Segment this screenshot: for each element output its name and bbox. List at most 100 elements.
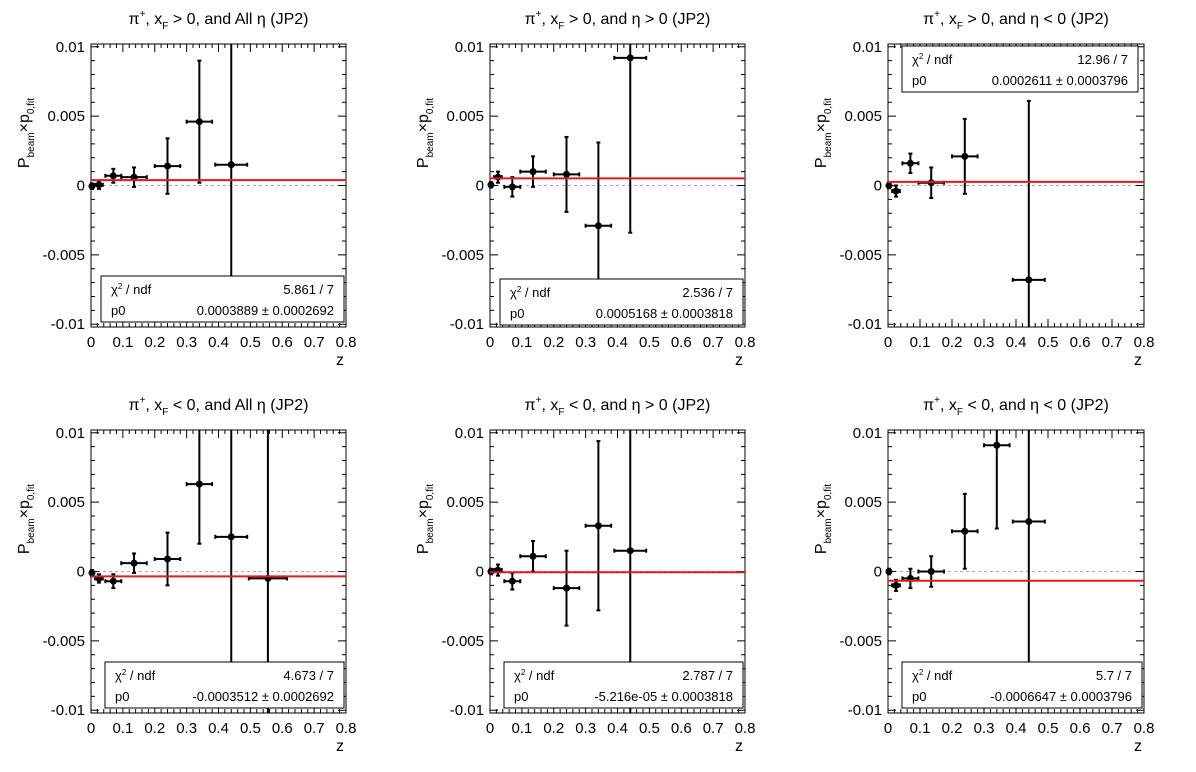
- y-tick-label: 0.005: [446, 494, 484, 511]
- y-axis-label: Pbeam×p0,fit: [813, 98, 834, 168]
- chi2-symbol: χ: [912, 52, 919, 67]
- data-point: [120, 166, 148, 188]
- chi2-label: χ2 / ndf: [510, 285, 551, 300]
- y-tick-label: -0.005: [441, 247, 484, 264]
- x-tick-label: 0.8: [336, 334, 357, 351]
- y-tick-label: -0.005: [42, 247, 85, 264]
- p0-label: p0: [514, 689, 528, 704]
- title-part: , x: [145, 11, 162, 28]
- x-tick-label: 0.2: [543, 334, 564, 351]
- chi2-text: / ndf: [521, 285, 550, 300]
- point-marker: [529, 552, 537, 560]
- chi2-symbol: χ: [111, 282, 118, 297]
- stats-box-frame: [499, 278, 744, 326]
- chi2-sup: 2: [122, 668, 127, 677]
- ylabel-part: ×p: [16, 500, 33, 518]
- data-point: [493, 563, 503, 577]
- y-tick-label: -0.005: [839, 633, 882, 650]
- point-marker: [529, 168, 537, 176]
- chi2-text: / ndf: [122, 282, 151, 297]
- title-sub: F: [558, 21, 564, 32]
- chi2-value: 5.861 / 7: [283, 282, 334, 297]
- chi2-value: 2.787 / 7: [682, 668, 733, 683]
- p0-label: p0: [912, 73, 926, 88]
- title-sub: F: [162, 407, 168, 418]
- p0-value: -5.216e-05 ± 0.0003818: [594, 689, 733, 704]
- chi2-text: / ndf: [923, 668, 952, 683]
- x-tick-label: 0.2: [144, 334, 165, 351]
- point-marker: [961, 152, 969, 160]
- title-part: , x: [542, 11, 559, 28]
- title-sup: +: [536, 395, 542, 406]
- ylabel-part: P: [16, 543, 33, 554]
- y-axis-label: Pbeam×p0,fit: [16, 484, 37, 554]
- data-point: [153, 531, 182, 587]
- y-tick-label: 0.01: [853, 39, 882, 56]
- point-marker: [195, 118, 203, 126]
- stats-box: χ2 / ndf 5.7 / 7 p0 -0.0006647 ± 0.0003796: [901, 661, 1143, 709]
- data-point: [891, 578, 901, 592]
- data-point: [885, 567, 893, 576]
- title-part: < 0, and η > 0 (JP2): [565, 397, 711, 414]
- x-tick-label: 0.3: [575, 720, 596, 737]
- data-point: [487, 181, 495, 189]
- x-tick-label: 0.6: [272, 720, 293, 737]
- y-tick-label: 0.005: [47, 494, 85, 511]
- point-marker: [88, 182, 96, 190]
- y-tick-label: 0: [77, 178, 85, 195]
- ylabel-sub: 0,fit: [26, 484, 37, 500]
- point-marker: [892, 187, 900, 195]
- x-tick-label: 0.6: [671, 334, 692, 351]
- panel-3: π+, xF > 0, and η < 0 (JP2) 0 0.1 0.2 0.3 0.4…: [813, 9, 1154, 369]
- y-tick-label: 0.01: [455, 39, 484, 56]
- x-axis-label: z: [735, 352, 743, 369]
- data-point: [94, 179, 104, 190]
- data-point: [552, 135, 581, 213]
- y-tick-label: 0.01: [853, 425, 882, 442]
- ylabel-sub: beam: [823, 132, 834, 157]
- p0-label: p0: [115, 689, 129, 704]
- x-axis-label: z: [1134, 352, 1142, 369]
- ylabel-sub: beam: [425, 518, 436, 543]
- y-tick-label: 0.005: [446, 108, 484, 125]
- y-tick-label: -0.005: [42, 633, 85, 650]
- x-tick-label: 0.3: [974, 720, 995, 737]
- x-tick-label: 0.3: [575, 334, 596, 351]
- data-point: [519, 539, 547, 573]
- point-marker: [88, 569, 96, 577]
- title-part: , x: [940, 397, 957, 414]
- chi2-symbol: χ: [115, 668, 122, 683]
- y-tick-label: -0.01: [848, 316, 882, 333]
- y-tick-label: 0.01: [56, 425, 85, 442]
- x-tick-label: 0.1: [511, 720, 532, 737]
- data-point: [214, 44, 249, 291]
- ylabel-sub: 0,fit: [823, 484, 834, 500]
- x-tick-label: 0: [87, 334, 95, 351]
- x-tick-label: 0.7: [703, 720, 724, 737]
- data-point: [185, 59, 214, 184]
- y-axis-label: Pbeam×p0,fit: [415, 98, 436, 168]
- panel-6: π+, xF < 0, and η < 0 (JP2) 0 0.1 0.2 0.3 0.4…: [813, 395, 1154, 755]
- data-point: [951, 492, 979, 570]
- stats-box: χ2 / ndf 4.673 / 7 p0 -0.0003512 ± 0.000269…: [104, 661, 345, 709]
- x-tick-label: 0: [884, 334, 892, 351]
- point-marker: [927, 568, 935, 575]
- ylabel-sub: 0,fit: [26, 98, 37, 114]
- chi2-value: 2.536 / 7: [682, 285, 733, 300]
- point-marker: [892, 581, 900, 589]
- x-tick-label: 0.3: [176, 334, 197, 351]
- title-part: π: [525, 11, 536, 28]
- y-tick-label: 0: [77, 564, 85, 581]
- x-tick-label: 0: [486, 334, 494, 351]
- panel-1: π+, xF > 0, and All η (JP2) 0 0.1 0.2 0.3 0.4…: [16, 9, 356, 369]
- data-point: [185, 430, 214, 545]
- ylabel-sub: 0,fit: [425, 98, 436, 114]
- x-tick-label: 0.6: [1070, 720, 1091, 737]
- data-point: [493, 170, 503, 184]
- data-point: [584, 440, 613, 612]
- chi2-symbol: χ: [912, 668, 919, 683]
- x-tick-label: 0.4: [607, 334, 628, 351]
- point-marker: [164, 555, 171, 563]
- panel-5: π+, xF < 0, and η > 0 (JP2) 0 0.1 0.2 0.3 0.4…: [415, 395, 755, 755]
- chart-title: π+, xF < 0, and η > 0 (JP2): [525, 395, 711, 418]
